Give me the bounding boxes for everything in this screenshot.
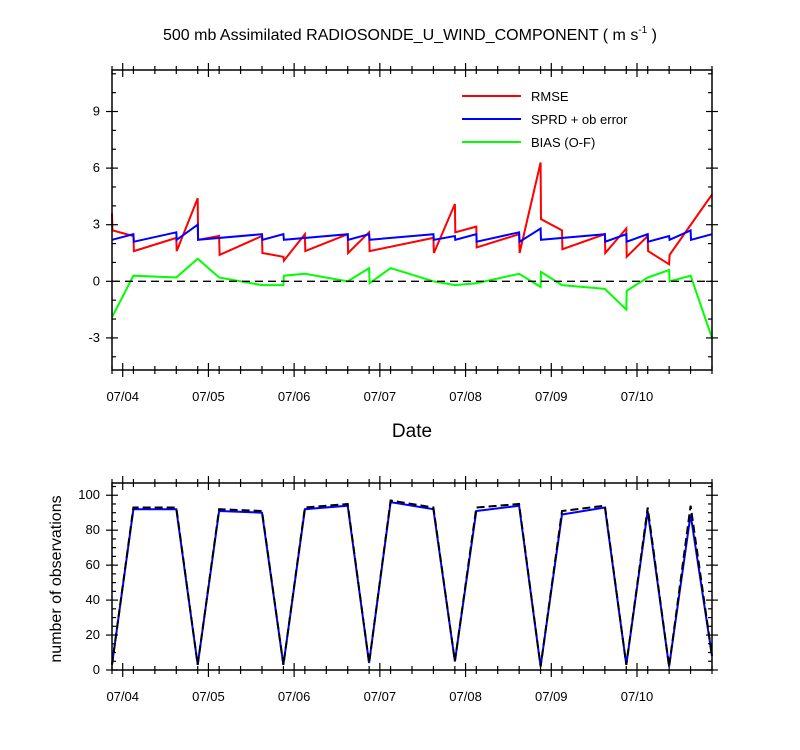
x-tick-label: 07/08 — [449, 689, 482, 704]
y-tick-label: 40 — [86, 592, 100, 607]
x-tick-label: 07/06 — [278, 389, 311, 404]
x-tick-label: 07/07 — [364, 389, 397, 404]
y-tick-label: 9 — [93, 104, 100, 119]
x-tick-label: 07/09 — [535, 689, 568, 704]
y-tick-label: 60 — [86, 557, 100, 572]
x-tick-label: 07/06 — [278, 689, 311, 704]
top-plot-frame — [111, 69, 713, 371]
top-plot: -3 0 3 6 9 07/04 07/05 07/06 07/07 07/08 07/09 07/1… — [88, 63, 718, 404]
y-tick-label: 20 — [86, 627, 100, 642]
x-tick-label: 07/04 — [106, 389, 139, 404]
y-tick-label: 3 — [93, 217, 100, 232]
chart-title-superscript: -1 — [638, 25, 647, 36]
legend-label: RMSE — [531, 89, 569, 104]
bottom-series-lines — [111, 499, 713, 667]
chart-title: 500 mb Assimilated RADIOSONDE_U_WIND_COM… — [163, 25, 657, 44]
x-axis-label: Date — [392, 421, 432, 442]
x-tick-label: 07/04 — [106, 689, 139, 704]
x-tick-label: 07/05 — [192, 389, 225, 404]
chart-title-main: 500 mb Assimilated RADIOSONDE_U_WIND_COM… — [163, 27, 638, 44]
y-tick-label: 6 — [93, 160, 100, 175]
y-tick-label: 0 — [93, 662, 100, 677]
series-line — [111, 222, 713, 244]
chart-title-end: ) — [647, 27, 657, 44]
x-tick-label: 07/05 — [192, 689, 225, 704]
legend-label: BIAS (O-F) — [531, 135, 595, 150]
series-line — [111, 499, 713, 667]
bottom-y-axis-label: number of observations — [48, 495, 65, 662]
top-axis-ticks: -3 0 3 6 9 07/04 07/05 07/06 07/07 07/08 07/09 07/1… — [88, 63, 718, 404]
x-tick-label: 07/09 — [535, 389, 568, 404]
y-tick-label: 0 — [93, 273, 100, 288]
series-line — [111, 257, 713, 339]
series-line — [111, 162, 713, 267]
legend-label: SPRD + ob error — [531, 112, 628, 127]
series-line — [111, 501, 713, 667]
legend: RMSE SPRD + ob error BIAS (O-F) — [462, 89, 628, 150]
bottom-plot-frame — [111, 482, 713, 671]
x-tick-label: 07/10 — [621, 689, 654, 704]
y-tick-label: -3 — [88, 330, 100, 345]
y-tick-label: 80 — [86, 522, 100, 537]
x-tick-label: 07/10 — [621, 389, 654, 404]
y-tick-label: 100 — [78, 487, 100, 502]
top-series-lines — [111, 162, 713, 339]
x-tick-label: 07/08 — [449, 389, 482, 404]
bottom-plot: 0 20 40 60 80 100 07/04 07/05 07/06 07/07 07/08 07/… — [78, 476, 718, 704]
x-tick-label: 07/07 — [364, 689, 397, 704]
